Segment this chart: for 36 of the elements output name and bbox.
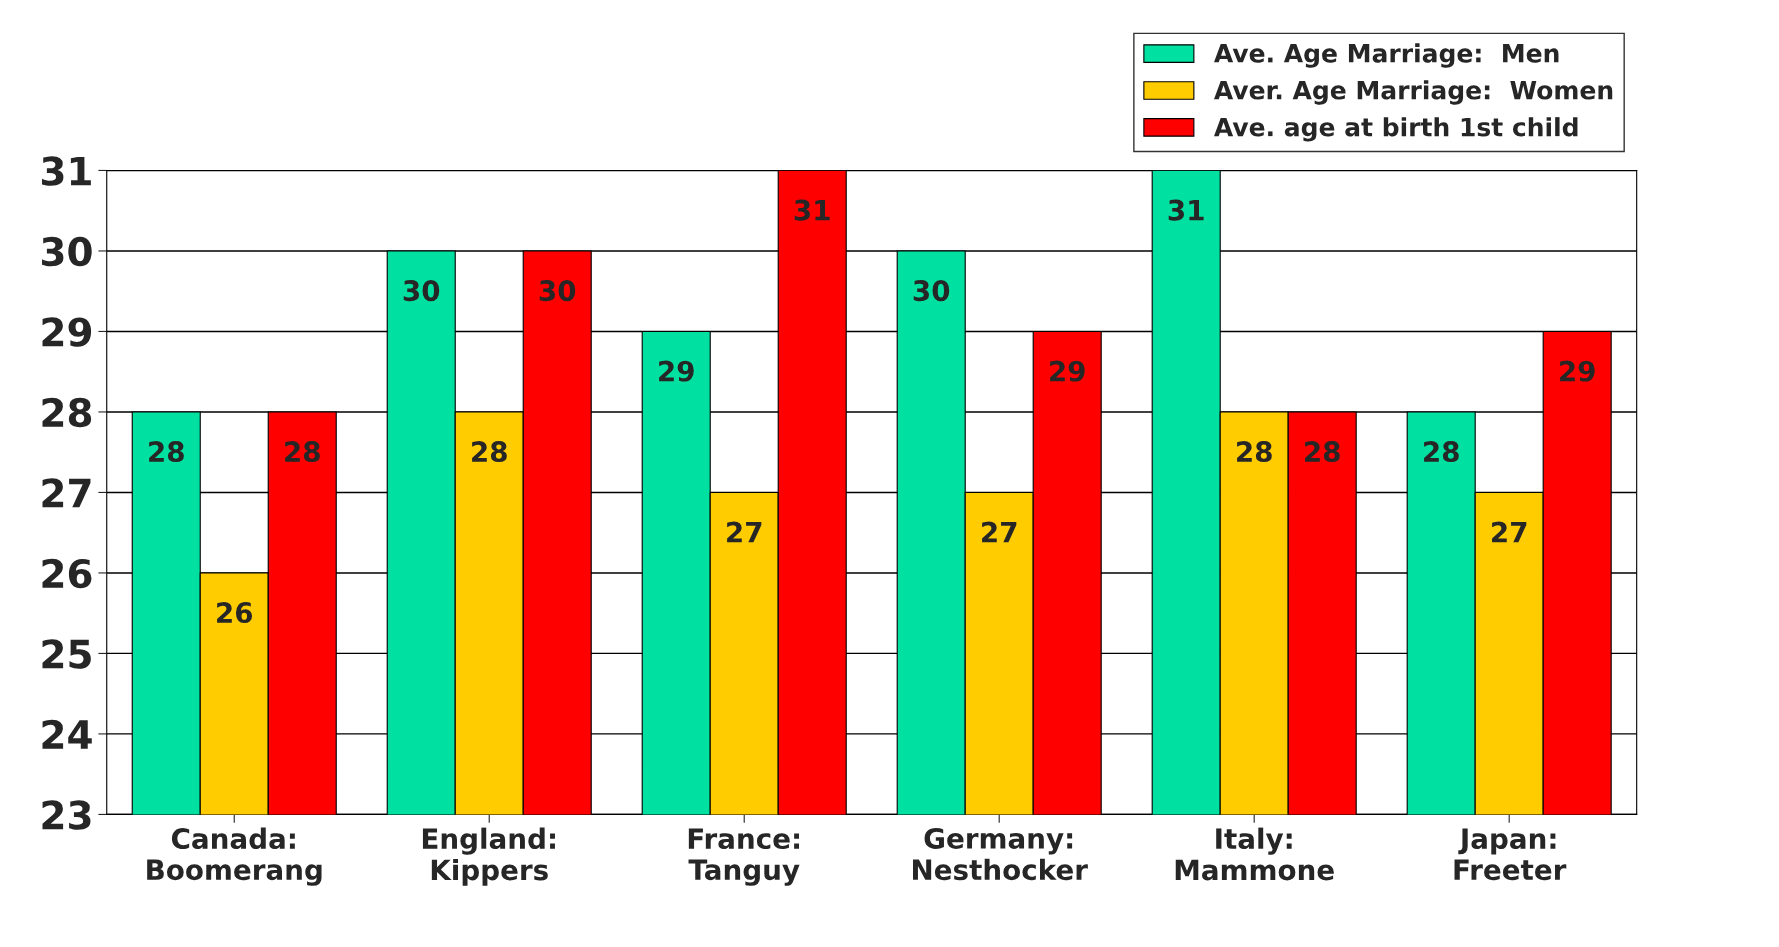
data-label: 28 xyxy=(472,441,507,463)
data-label: 30 xyxy=(539,280,576,302)
data-label: 28 xyxy=(1424,441,1459,463)
x-tick-label: Italy: Mammone xyxy=(1175,827,1334,881)
data-label: 31 xyxy=(1168,199,1204,221)
x-tick-label: France: Tanguy xyxy=(688,828,800,886)
x-tick-label: Germany: Nesthocker xyxy=(913,827,1088,881)
data-label: 27 xyxy=(1492,521,1527,543)
data-label: 26 xyxy=(217,602,253,624)
legend-label: Ave. age at birth 1st child xyxy=(1213,117,1578,142)
data-label: 29 xyxy=(1560,360,1595,382)
y-tick-label: 31 xyxy=(42,156,91,186)
y-tick-label: 29 xyxy=(42,317,92,347)
y-tick-label: 28 xyxy=(42,397,92,428)
x-tick-label: England: Kippers xyxy=(422,827,555,886)
legend-label: Aver. Age Marriage: Women xyxy=(1213,80,1613,105)
x-tick-label: Japan: Freeter xyxy=(1454,828,1567,881)
legend-label: Ave. Age Marriage: Men xyxy=(1213,43,1559,68)
data-label: 28 xyxy=(149,441,184,463)
y-tick-label: 26 xyxy=(42,558,92,589)
data-label: 29 xyxy=(1050,360,1085,382)
data-label: 29 xyxy=(659,360,694,382)
data-label: 27 xyxy=(982,521,1017,543)
y-tick-label: 30 xyxy=(42,236,92,267)
data-label: 28 xyxy=(1237,441,1272,463)
data-label: 30 xyxy=(913,280,950,302)
data-label: 28 xyxy=(1305,441,1340,463)
y-tick-label: 25 xyxy=(42,639,91,669)
data-label: 30 xyxy=(403,280,440,302)
data-label: 27 xyxy=(727,521,762,543)
data-label: 31 xyxy=(794,199,830,221)
y-tick-label: 27 xyxy=(42,478,91,508)
y-tick-label: 24 xyxy=(42,719,92,749)
x-tick-label: Canada: Boomerang xyxy=(147,827,322,886)
y-tick-label: 23 xyxy=(42,800,91,830)
data-label: 28 xyxy=(285,441,320,463)
